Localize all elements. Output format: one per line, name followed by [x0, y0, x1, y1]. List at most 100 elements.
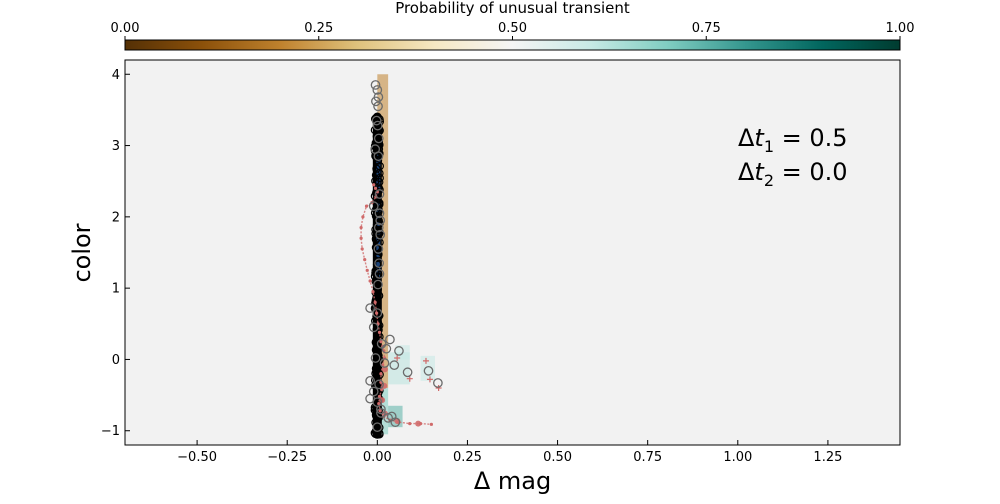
y-tick-label: −1	[101, 424, 120, 439]
unusual-point	[368, 322, 379, 333]
transient-track-point	[373, 300, 377, 305]
unusual-point	[373, 101, 383, 112]
unusual-point	[423, 366, 434, 376]
transient-track-point	[368, 279, 372, 283]
y-tick-label: 3	[112, 139, 120, 154]
unusual-point	[375, 229, 386, 240]
plot-frame	[124, 59, 901, 446]
unusual-point	[372, 308, 383, 318]
transient-track-point	[359, 236, 363, 240]
normal-point	[374, 144, 384, 154]
unusual-point	[373, 151, 384, 162]
annotation-dt2: Δt2 = 0.0	[738, 158, 848, 190]
x-tick-label: −0.50	[177, 450, 217, 465]
normal-point	[373, 188, 383, 197]
unusual-point	[389, 360, 400, 370]
transient-star	[426, 376, 433, 383]
unusual-point	[372, 85, 383, 95]
unusual-point	[374, 189, 385, 199]
colorbar-tick-label: 0.75	[692, 21, 721, 36]
unusual-point	[375, 215, 386, 226]
transient-track-point	[373, 186, 378, 190]
normal-point	[371, 243, 381, 252]
x-tick-label: 0.25	[453, 450, 482, 465]
transient-track-point	[379, 372, 383, 376]
x-tick-label: 0.75	[633, 450, 662, 465]
transient-track-point	[371, 290, 375, 294]
y-axis-label: color	[68, 223, 96, 282]
y-tick-label: 4	[112, 68, 120, 83]
normal-point	[372, 355, 382, 365]
transient-track-point	[364, 204, 369, 208]
unusual-point	[372, 120, 383, 131]
unusual-point	[374, 258, 384, 269]
unusual-point	[371, 96, 381, 107]
unusual-point	[370, 80, 381, 90]
colorbar-tick-label: 0.25	[304, 21, 333, 36]
unusual-point	[394, 346, 404, 356]
transient-track-point	[375, 311, 379, 315]
unusual-point	[374, 269, 385, 279]
x-tick-label: 0.50	[543, 450, 572, 465]
transient-track-point	[377, 330, 382, 334]
unusual-point	[402, 367, 413, 378]
unusual-point	[368, 201, 379, 212]
normal-point	[373, 253, 382, 263]
transient-track-point	[378, 409, 382, 413]
transient-star	[406, 375, 413, 382]
transient-track-point	[379, 340, 383, 344]
normal-point	[372, 260, 382, 269]
colorbar-ticks: 0.00 0.25 0.50 0.75 1.00	[111, 21, 915, 40]
plot-background	[125, 60, 900, 445]
normal-point	[371, 298, 380, 308]
unusual-point	[385, 334, 395, 345]
colorbar-tick-label: 1.00	[886, 21, 915, 36]
transient-track-blob	[381, 366, 388, 373]
normal-point	[371, 410, 381, 420]
unusual-point	[365, 303, 375, 313]
transient-star	[422, 357, 429, 364]
unusual-point	[370, 353, 381, 363]
colorbar: Probability of unusual transient 0.00 0.2…	[111, 0, 915, 51]
unusual-point	[365, 375, 375, 386]
unusual-point	[372, 422, 383, 433]
normal-point	[371, 429, 380, 439]
transient-track-point	[377, 394, 382, 399]
y-tick-label: 2	[112, 210, 120, 225]
transient-track-blob	[415, 420, 422, 427]
unusual-point	[373, 222, 384, 233]
normal-point	[375, 161, 384, 171]
normal-point	[375, 173, 384, 183]
x-axis-label: Δ mag	[474, 467, 551, 495]
transient-track-point	[377, 402, 381, 406]
x-tick-label: 1.00	[723, 450, 752, 465]
density-cell	[388, 352, 410, 385]
unusual-points-layer	[365, 80, 443, 433]
density-cell	[420, 355, 435, 381]
transient-track-point	[365, 268, 369, 272]
transient-track-point	[363, 258, 367, 262]
unusual-point	[373, 133, 384, 144]
colorbar-title: Probability of unusual transient	[395, 0, 630, 17]
x-tick-label: −0.25	[267, 450, 307, 465]
unusual-point	[381, 343, 392, 354]
unusual-point	[376, 404, 386, 415]
annotation-dt1: Δt1 = 0.5	[738, 124, 848, 156]
transient-track-point	[429, 422, 433, 426]
unusual-point	[373, 244, 384, 254]
plot-content	[359, 74, 443, 439]
normal-point	[373, 291, 382, 300]
transient-star	[435, 384, 442, 391]
unusual-point	[379, 358, 390, 368]
unusual-point	[373, 279, 383, 290]
transient-track-point	[360, 247, 364, 251]
transient-star	[394, 355, 401, 362]
y-axis-ticks: −1 0 1 2 3 4	[101, 68, 130, 439]
unusual-point	[376, 408, 386, 418]
colorbar-gradient	[124, 39, 901, 51]
colorbar-tick-label: 0.00	[111, 21, 140, 36]
unusual-point	[433, 378, 443, 388]
transient-track-point	[359, 225, 363, 230]
normal-point	[375, 429, 384, 438]
